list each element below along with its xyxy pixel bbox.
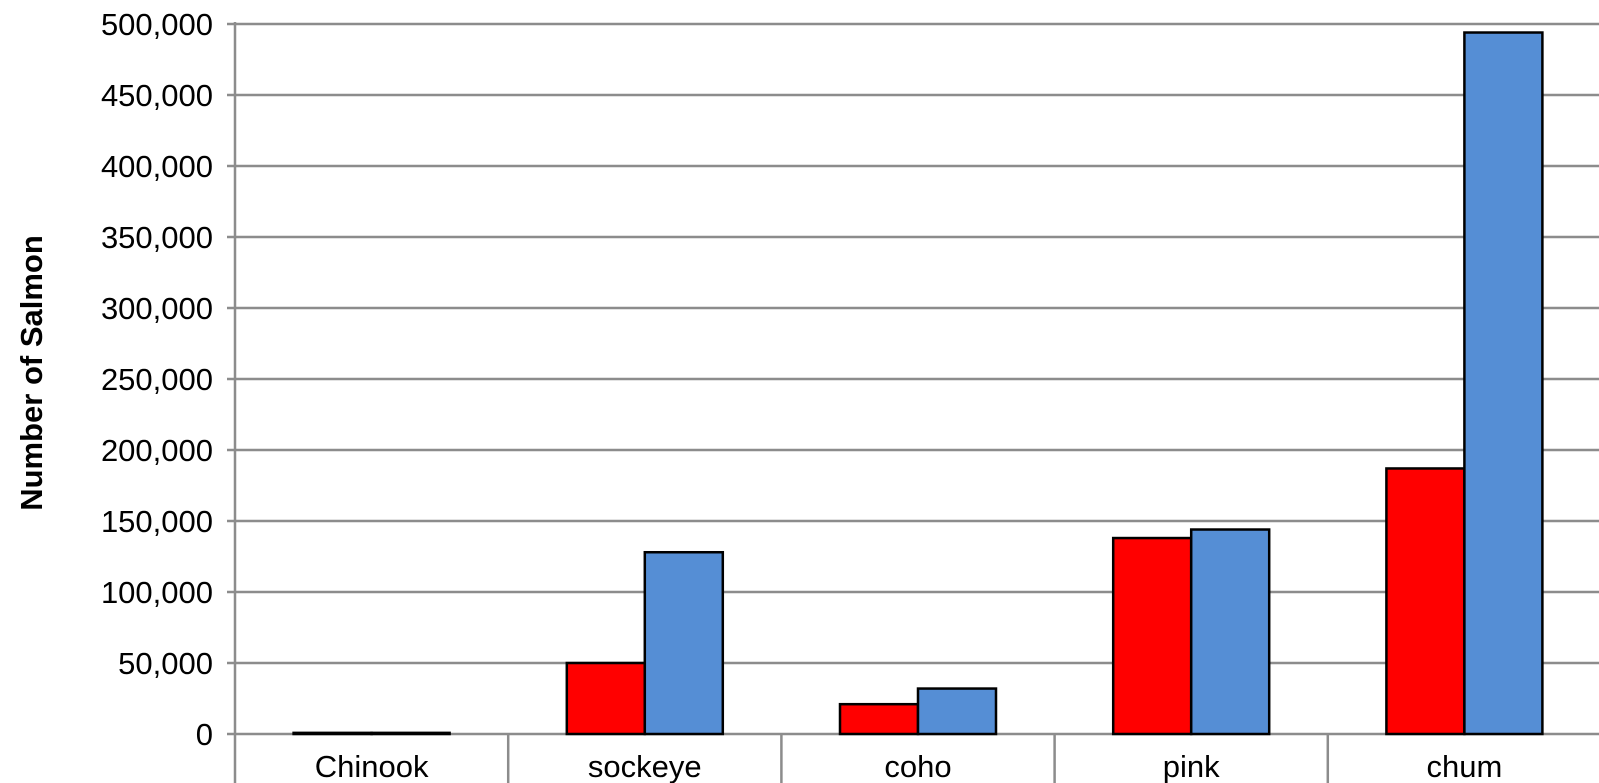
y-tick-label: 450,000 — [101, 78, 213, 113]
bar-series1-pink — [1111, 536, 1193, 736]
bar-series2-sockeye — [643, 550, 725, 736]
bar-series1-coho — [838, 702, 920, 736]
x-tick-label: Chinook — [315, 749, 429, 783]
x-tick-label: coho — [884, 749, 951, 783]
x-tick-label: sockeye — [588, 749, 702, 783]
bar-series2-chum — [1463, 31, 1544, 736]
bars — [292, 31, 1544, 736]
y-tick-label: 400,000 — [101, 149, 213, 184]
bar-series2-coho — [916, 687, 998, 736]
y-tick-label: 50,000 — [118, 646, 213, 681]
bar-series2-pink — [1189, 528, 1271, 736]
bar-series1-chinook — [292, 731, 373, 736]
y-tick-label: 150,000 — [101, 504, 213, 539]
y-tick-label: 350,000 — [101, 220, 213, 255]
y-tick-label: 0 — [196, 717, 213, 752]
bar-series1-chum — [1385, 467, 1466, 736]
x-tick-label: pink — [1163, 749, 1220, 783]
bar-series1-sockeye — [565, 661, 647, 736]
x-tick-label: chum — [1426, 749, 1502, 783]
gridlines — [227, 22, 1599, 736]
tick-labels: 0 50,000 100,000 150,000 200,000 250,000 300,0… — [101, 7, 1502, 783]
y-tick-label: 300,000 — [101, 291, 213, 326]
y-tick-label: 100,000 — [101, 575, 213, 610]
axes — [233, 22, 1330, 783]
bar-series2-chinook — [370, 731, 451, 736]
y-axis-title: Number of Salmon — [14, 235, 49, 511]
y-tick-label: 200,000 — [101, 433, 213, 468]
y-tick-label: 250,000 — [101, 362, 213, 397]
y-tick-label: 500,000 — [101, 7, 213, 42]
